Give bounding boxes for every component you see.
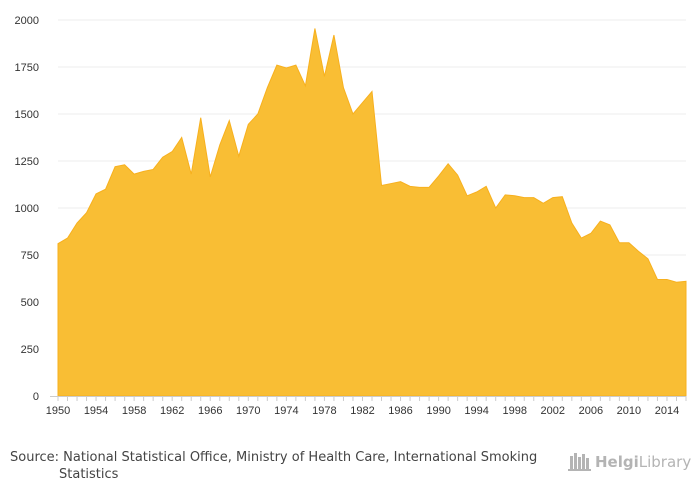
y-tick-label-250: 250 bbox=[21, 344, 39, 356]
y-tick-label-750: 750 bbox=[21, 250, 39, 262]
x-tick-label-1966: 1966 bbox=[198, 405, 222, 417]
x-tick-label-2002: 2002 bbox=[541, 405, 565, 417]
y-tick-label-500: 500 bbox=[21, 297, 39, 309]
logo-part-2: Library bbox=[639, 453, 692, 471]
x-tick-label-1974: 1974 bbox=[274, 405, 298, 417]
x-tick-label-1978: 1978 bbox=[312, 405, 336, 417]
x-tick-label-1990: 1990 bbox=[426, 405, 450, 417]
logo-part-1: Helgi bbox=[595, 453, 639, 471]
x-axis-ticks: 1950 1954 1958 1962 1966 1970 1974 1978 1982 1986… bbox=[46, 396, 687, 417]
x-tick-label-1950: 1950 bbox=[46, 405, 70, 417]
x-tick-label-1994: 1994 bbox=[464, 405, 488, 417]
y-tick-label-1250: 1250 bbox=[15, 156, 39, 168]
x-tick-label-2010: 2010 bbox=[617, 405, 641, 417]
y-tick-label-1750: 1750 bbox=[15, 62, 39, 74]
library-books-icon bbox=[568, 453, 591, 471]
x-tick-label-1958: 1958 bbox=[122, 405, 146, 417]
logo-text: HelgiLibrary bbox=[595, 453, 691, 471]
source-note: Source: National Statistical Office, Min… bbox=[10, 449, 550, 483]
x-tick-label-1986: 1986 bbox=[388, 405, 412, 417]
x-tick-label-1970: 1970 bbox=[236, 405, 260, 417]
source-line-1: Source: National Statistical Office, Min… bbox=[10, 450, 538, 465]
y-axis-tick-labels: 0 250 500 750 1000 1250 1500 1750 2000 bbox=[15, 15, 39, 403]
x-tick-label-1998: 1998 bbox=[502, 405, 526, 417]
y-tick-label-1000: 1000 bbox=[15, 203, 39, 215]
series-area bbox=[57, 28, 687, 397]
x-tick-label-1962: 1962 bbox=[160, 405, 184, 417]
y-tick-label-2000: 2000 bbox=[15, 15, 39, 27]
x-tick-label-2014: 2014 bbox=[655, 405, 679, 417]
y-tick-label-0: 0 bbox=[33, 391, 39, 403]
x-tick-label-2006: 2006 bbox=[579, 405, 603, 417]
y-tick-label-1500: 1500 bbox=[15, 109, 39, 121]
helgilibrary-logo[interactable]: HelgiLibrary bbox=[568, 450, 693, 472]
x-tick-label-1982: 1982 bbox=[350, 405, 374, 417]
x-tick-label-1954: 1954 bbox=[84, 405, 108, 417]
source-line-2: Statistics bbox=[59, 467, 119, 482]
